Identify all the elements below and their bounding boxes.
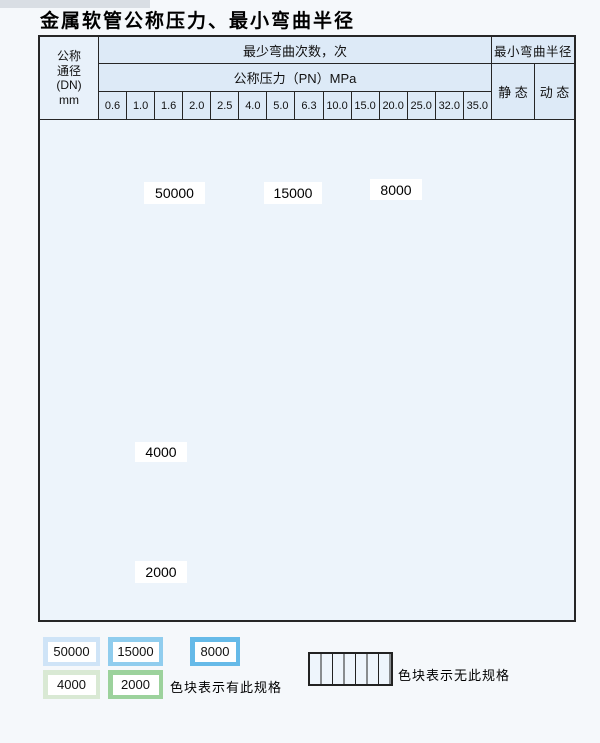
dynamic-column-header: 动 态: [535, 64, 574, 120]
pressure-column-header: 1.0: [127, 92, 156, 120]
pressure-column-header: 2.0: [183, 92, 212, 120]
cycle-count-label: 8000: [370, 179, 422, 200]
nominal-pressure-header: 公称压力（PN）MPa: [99, 64, 492, 92]
dn-header-line: 通径: [56, 63, 81, 78]
legend-has-spec-label: 色块表示有此规格: [170, 680, 283, 695]
pressure-column-header: 1.6: [155, 92, 184, 120]
pressure-bend-radius-table: 公称 通径 (DN) mm 最少弯曲次数，次 最小弯曲半径 公称压力（PN）MP…: [38, 35, 576, 622]
dn-header-line: mm: [59, 92, 79, 107]
cycle-count-label: 2000: [135, 561, 187, 583]
pressure-column-header: 25.0: [407, 92, 436, 120]
legend-swatch-label: 2000: [112, 674, 159, 695]
pressure-column-header: 6.3: [295, 92, 324, 120]
dn-header-line: 公称: [56, 49, 81, 63]
legend-swatch: 8000: [190, 637, 240, 666]
legend-swatch-label: 4000: [47, 674, 96, 695]
legend-swatch: 50000: [43, 637, 100, 666]
legend-no-spec-label: 色块表示无此规格: [398, 668, 511, 683]
pressure-column-header: 20.0: [379, 92, 408, 120]
pressure-column-header: 2.5: [211, 92, 240, 120]
legend-swatch-label: 15000: [112, 641, 159, 662]
pressure-column-header: 35.0: [463, 92, 492, 120]
pressure-column-header: 10.0: [323, 92, 352, 120]
min-bend-cycles-header: 最少弯曲次数，次: [99, 37, 492, 64]
pressure-column-header: 5.0: [267, 92, 296, 120]
static-column-header: 静 态: [492, 64, 535, 120]
legend-hatch-swatch: [308, 652, 393, 686]
min-bend-radius-header: 最小弯曲半径: [492, 37, 574, 64]
pressure-column-header: 15.0: [351, 92, 380, 120]
cycle-count-label: 15000: [264, 182, 322, 204]
cycle-count-label: 50000: [144, 182, 205, 204]
pressure-value-header-row: 0.6 1.0 1.6 2.0 2.5 4.0 5.0 6.3 10.0 15.0 20.0 25.0…: [99, 92, 492, 120]
legend-swatch-label: 50000: [47, 641, 96, 662]
pressure-column-header: 4.0: [239, 92, 268, 120]
legend-swatch-label: 8000: [194, 641, 236, 662]
cycle-count-label: 4000: [135, 442, 187, 462]
page-title: 金属软管公称压力、最小弯曲半径: [40, 11, 356, 32]
dn-column-header: 公称 通径 (DN) mm: [40, 37, 99, 120]
pressure-column-header: 0.6: [99, 92, 128, 120]
pressure-column-header: 32.0: [435, 92, 464, 120]
legend-swatch: 15000: [108, 637, 163, 666]
dn-header-line: (DN): [56, 78, 82, 92]
legend-swatch: 4000: [43, 670, 100, 699]
legend-swatch: 2000: [108, 670, 163, 699]
scan-artifact-band: [0, 0, 150, 8]
